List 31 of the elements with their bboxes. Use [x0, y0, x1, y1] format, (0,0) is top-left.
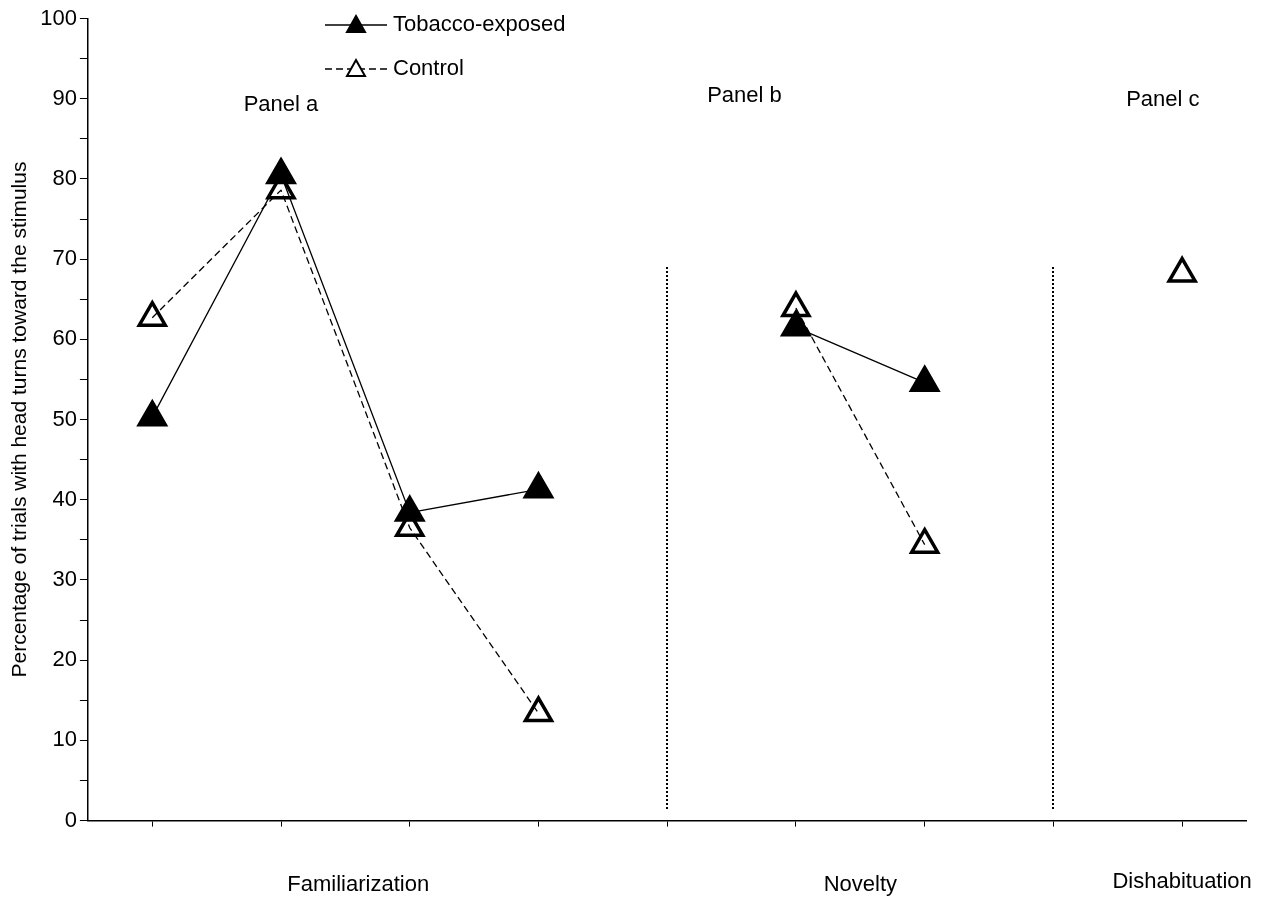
y-tick-label: 0 — [64, 806, 77, 832]
y-tick-label: 20 — [52, 646, 77, 672]
point — [137, 300, 168, 327]
legend-label: Control — [393, 55, 464, 81]
annotation: Panel a — [243, 91, 320, 117]
point — [523, 696, 554, 723]
y-tick-label: 40 — [52, 485, 77, 511]
annotation: Panel c — [1126, 86, 1200, 112]
annotation: Panel b — [707, 82, 782, 108]
point — [266, 158, 296, 185]
text: Familiarization — [287, 871, 430, 897]
y-tick-label: 10 — [52, 726, 77, 752]
text: Dishabituation — [1112, 868, 1252, 894]
y-tick-label: 80 — [52, 164, 77, 190]
y-tick-label: 30 — [52, 566, 77, 592]
y-tick-label: 60 — [52, 325, 77, 351]
legend-label: Tobacco-exposed — [393, 11, 566, 37]
point — [522, 470, 555, 499]
y-tick-label: 50 — [52, 405, 77, 431]
point — [781, 291, 811, 318]
y-tick-label: 90 — [52, 84, 77, 110]
point — [137, 400, 168, 427]
point — [909, 365, 940, 392]
point — [780, 308, 812, 337]
y-axis-title: Percentage of trials with head turns toward the stimulus — [7, 161, 31, 678]
point — [909, 527, 940, 554]
point — [1167, 256, 1197, 283]
point — [395, 495, 425, 522]
y-tick-label: 70 — [52, 245, 77, 271]
text: Novelty — [823, 871, 897, 897]
y-tick-label: 100 — [40, 4, 77, 30]
